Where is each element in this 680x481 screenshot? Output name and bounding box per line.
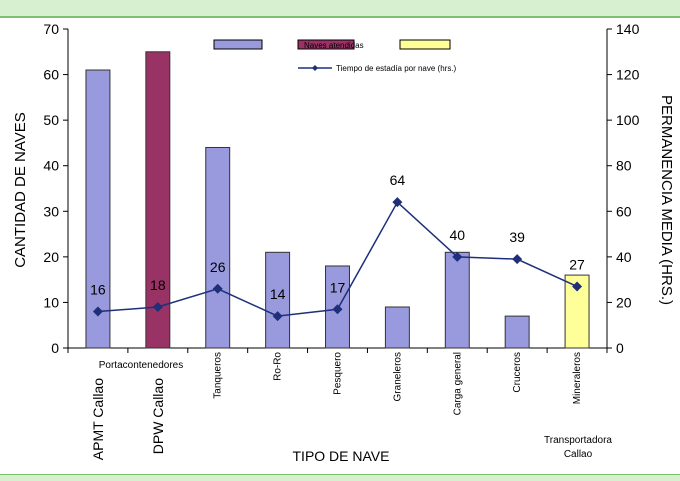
data-label: 18	[150, 277, 166, 293]
x-axis-ticks	[67, 348, 608, 353]
line-point	[512, 254, 523, 265]
group-label-transportadora-line2: Callao	[564, 449, 593, 460]
y-tick-label: 40	[43, 158, 59, 174]
line-point	[272, 311, 283, 322]
legend-swatch-bar-yellow	[399, 39, 451, 50]
line-point	[572, 281, 583, 292]
category-label: Tanqueros	[213, 352, 224, 399]
legend: Naves atendidas Tiempo de estadía por na…	[213, 39, 457, 73]
y2-axis-title: PERMANENCIA MEDIA (HRS.)	[658, 95, 675, 305]
bar	[444, 251, 470, 349]
data-label: 17	[330, 279, 346, 295]
category-label: APMT Callao	[90, 378, 106, 460]
y2-tick-label: 80	[616, 158, 632, 174]
category-label: Pesquero	[333, 352, 344, 395]
y2-tick-label: 20	[616, 294, 632, 310]
category-label: Mineraleros	[572, 352, 583, 404]
data-label: 14	[270, 286, 286, 302]
legend-label-naves: Naves atendidas	[304, 41, 364, 50]
data-label: 26	[210, 259, 226, 275]
category-label: Cruceros	[512, 352, 523, 393]
bar	[564, 274, 590, 349]
category-label: Graneleros	[392, 352, 403, 401]
data-label: 40	[449, 227, 465, 243]
y-tick-label: 50	[43, 112, 59, 128]
bar	[504, 315, 530, 349]
legend-label-tiempo: Tiempo de estadía por nave (hrs.)	[336, 64, 457, 73]
line-point	[392, 197, 403, 208]
y2-tick-label: 0	[616, 340, 624, 356]
y-tick-label: 60	[43, 67, 59, 83]
bottom-band	[0, 474, 680, 481]
line-point	[332, 304, 343, 315]
bar	[205, 146, 231, 349]
category-label: Ro-Ro	[273, 352, 284, 381]
category-label: DPW Callao	[150, 378, 166, 454]
legend-line-marker	[312, 65, 318, 71]
x-axis-title: TIPO DE NAVE	[293, 448, 390, 464]
category-labels: APMT Callao DPW Callao Tanqueros Ro-Ro Pesqu…	[90, 352, 583, 461]
line-point	[152, 301, 163, 312]
data-label: 64	[390, 172, 406, 188]
y-axis-title: CANTIDAD DE NAVES	[12, 112, 29, 268]
y-tick-label: 10	[43, 294, 59, 310]
category-label: Carga general	[452, 352, 463, 415]
bar	[145, 51, 171, 349]
y-tick-label: 30	[43, 203, 59, 219]
legend-swatch-bar-dpw	[297, 39, 355, 50]
y2-tick-label: 60	[616, 203, 632, 219]
group-label-transportadora-line1: Transportadora	[544, 435, 612, 446]
data-label: 16	[90, 282, 106, 298]
y-tick-label: 0	[51, 340, 59, 356]
bar	[85, 69, 111, 349]
y-tick-label: 70	[43, 21, 59, 37]
legend-swatch-bar-blue	[213, 39, 263, 50]
y-axis-ticks: 0 10 20 30 40 50 60 70	[43, 21, 68, 356]
group-label-portacontenedores: Portacontenedores	[99, 360, 184, 371]
line-point	[92, 306, 103, 317]
bar	[265, 251, 291, 349]
y2-tick-label: 140	[616, 21, 640, 37]
y2-tick-label: 100	[616, 112, 640, 128]
y2-tick-label: 40	[616, 249, 632, 265]
y2-axis-ticks: 0 20 40 60 80 100 120 140	[607, 21, 640, 356]
y2-tick-label: 120	[616, 67, 640, 83]
bar	[384, 306, 410, 349]
line-point	[452, 251, 463, 262]
line-series: 16 18 26 14 17 64 40 39 27	[90, 172, 585, 322]
y-tick-label: 20	[43, 249, 59, 265]
top-band	[0, 0, 680, 18]
data-label: 39	[509, 229, 525, 245]
bars	[85, 51, 590, 349]
data-label: 27	[569, 256, 585, 272]
line-point	[212, 283, 223, 294]
